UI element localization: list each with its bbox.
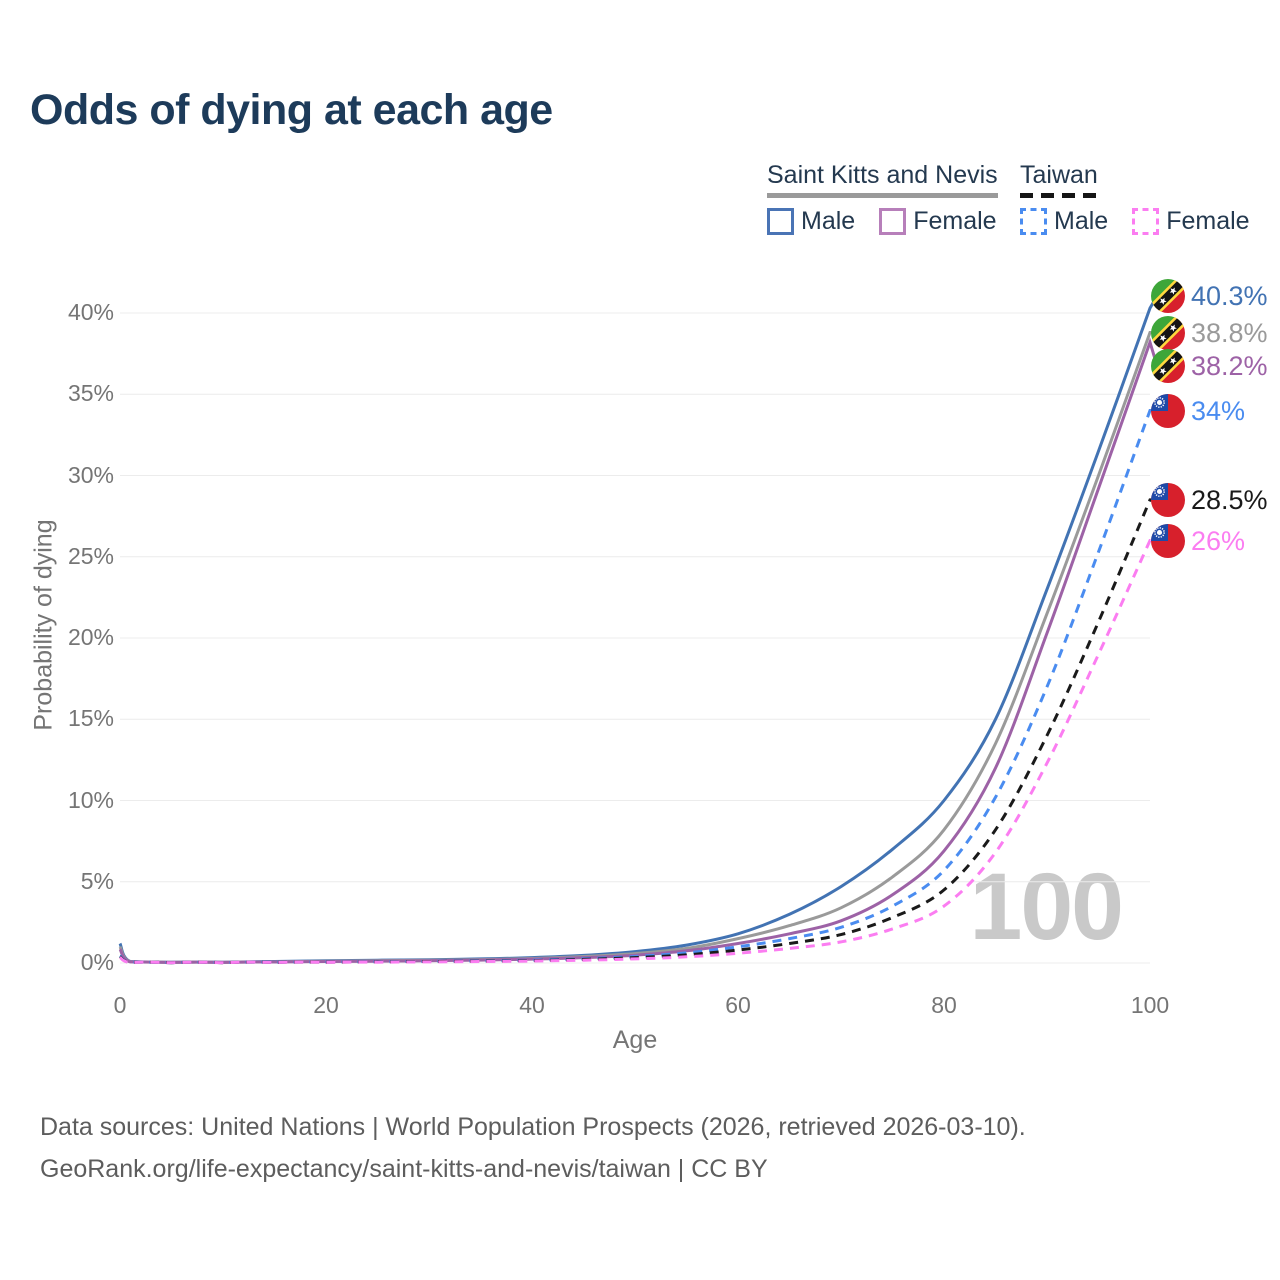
legend-item-skn-female[interactable]: Female <box>879 207 997 236</box>
x-tick-label: 0 <box>113 992 127 1018</box>
saint-kitts-and-nevis-flag-icon <box>1151 316 1185 350</box>
legend-item-label: Male <box>1054 207 1109 235</box>
y-tick-label: 10% <box>67 786 114 813</box>
legend-country-label-taiwan: Taiwan <box>1020 161 1098 189</box>
series-line-saint-kitts-and-nevis-male[interactable] <box>118 294 1166 964</box>
taiwan-flag-icon <box>1151 394 1185 428</box>
x-axis-title: Age <box>612 1026 658 1054</box>
end-label-saint-kitts-and-nevis-both-sexes: 38.8% <box>1151 316 1268 350</box>
y-tick-label: 20% <box>67 624 114 650</box>
legend-item-taiwan-female[interactable]: Female <box>1132 207 1250 236</box>
x-tick-label: 20 <box>313 992 339 1018</box>
legend-country-label-saint-kitts-and-nevis: Saint Kitts and Nevis <box>767 161 998 189</box>
legend-item-label: Female <box>1166 207 1250 235</box>
legend-item-label: Male <box>801 207 856 235</box>
legend-group-saint-kitts-and-nevis: Saint Kitts and Nevis Male Female <box>767 160 998 236</box>
legend-item-label: Female <box>913 207 997 235</box>
y-tick-label: 40% <box>67 299 114 325</box>
y-tick-label: 30% <box>67 461 114 488</box>
end-label-value: 38.2% <box>1191 350 1268 381</box>
x-tick-label: 100 <box>1130 992 1170 1018</box>
end-label-taiwan-both-sexes: 28.5% <box>1151 483 1268 517</box>
series-line-taiwan-both-sexes[interactable] <box>119 498 1166 965</box>
legend-swatch-taiwan-female-icon <box>1132 208 1160 235</box>
legend-swatch-taiwan-male-icon <box>1020 208 1047 235</box>
x-tick-label: 80 <box>931 992 957 1018</box>
taiwan-flag-icon <box>1151 483 1185 517</box>
series-line-saint-kitts-and-nevis-both-sexes[interactable] <box>118 331 1166 964</box>
age-counter-watermark: 100 <box>969 854 1124 960</box>
y-tick-label: 5% <box>80 867 114 894</box>
end-label-saint-kitts-and-nevis-female: 38.2% <box>1151 349 1268 383</box>
end-label-value: 26% <box>1191 525 1246 556</box>
taiwan-flag-icon <box>1151 524 1185 558</box>
saint-kitts-and-nevis-flag-icon <box>1151 349 1185 383</box>
legend-swatch-skn-male-icon <box>767 208 794 235</box>
y-tick-label: 0% <box>80 949 114 975</box>
series-line-saint-kitts-and-nevis-female[interactable] <box>118 337 1166 964</box>
chart-title: Odds of dying at each age <box>30 86 553 134</box>
y-tick-label: 35% <box>67 380 114 407</box>
x-tick-label: 40 <box>519 992 545 1018</box>
footer-attribution: GeoRank.org/life-expectancy/saint-kitts-… <box>40 1155 768 1183</box>
end-label-value: 28.5% <box>1191 484 1268 515</box>
y-tick-label: 25% <box>67 542 114 569</box>
legend-item-skn-male[interactable]: Male <box>767 207 855 236</box>
legend-item-taiwan-male[interactable]: Male <box>1020 207 1108 236</box>
x-tick-label: 60 <box>725 992 751 1018</box>
legend-swatch-skn-female-icon <box>879 208 907 235</box>
end-label-value: 38.8% <box>1191 317 1268 348</box>
footer: Data sources: United Nations | World Pop… <box>40 1106 1026 1190</box>
y-tick-label: 15% <box>67 705 114 732</box>
end-label-value: 40.3% <box>1191 281 1268 312</box>
saint-kitts-and-nevis-flag-icon <box>1151 279 1185 313</box>
legend-underline-solid <box>767 193 998 198</box>
legend-group-taiwan: Taiwan Male Female <box>1020 160 1250 236</box>
legend-underline-dashed <box>1020 193 1098 198</box>
end-label-taiwan-male: 34% <box>1151 394 1245 428</box>
footer-data-sources: Data sources: United Nations | World Pop… <box>40 1113 1026 1141</box>
series-line-taiwan-female[interactable] <box>119 539 1166 965</box>
end-label-value: 34% <box>1191 395 1246 426</box>
end-label-taiwan-female: 26% <box>1151 524 1245 558</box>
end-label-saint-kitts-and-nevis-male: 40.3% <box>1151 279 1268 313</box>
